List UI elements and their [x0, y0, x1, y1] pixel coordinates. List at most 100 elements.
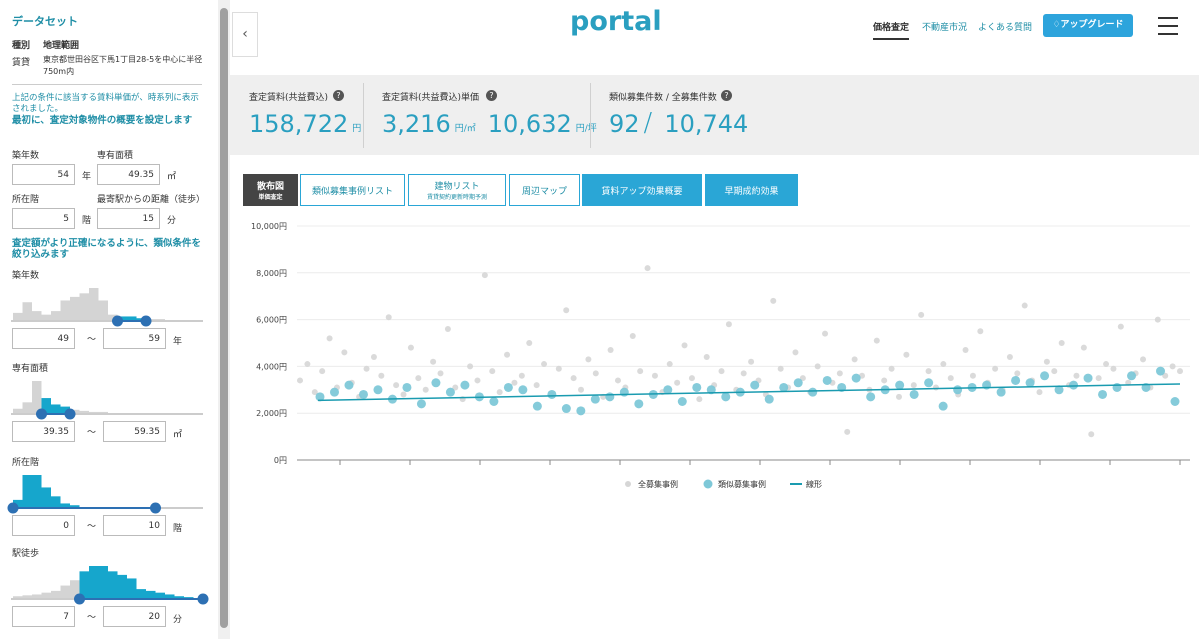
input[interactable]: 7: [12, 606, 75, 627]
point: [547, 389, 557, 399]
point: [1054, 385, 1064, 395]
point: [1036, 389, 1043, 396]
separator: 〜: [87, 428, 97, 438]
point: [378, 372, 385, 379]
input[interactable]: 59.35: [103, 421, 166, 442]
nav-link[interactable]: 価格査定: [873, 20, 910, 40]
input[interactable]: 54: [12, 164, 75, 185]
point: [430, 358, 437, 365]
input[interactable]: 10: [103, 515, 166, 536]
point: [563, 307, 570, 314]
point: [570, 375, 577, 382]
point: [992, 365, 999, 372]
histogram-bar: [165, 594, 175, 598]
legend-label: 全募集事例: [638, 479, 678, 489]
point: [866, 392, 876, 402]
nav-link[interactable]: よくある質問: [978, 23, 1033, 33]
y-tick-label: 4,000円: [256, 362, 287, 371]
field-label: 所在階: [12, 195, 40, 205]
legend-swatch: [625, 481, 631, 487]
point: [844, 428, 851, 435]
tab-label[interactable]: 周辺マップ: [521, 186, 567, 197]
point: [688, 375, 695, 382]
histogram-bar: [79, 571, 89, 598]
histogram[interactable]: [0, 467, 218, 519]
input[interactable]: 0: [12, 515, 75, 536]
tab-label[interactable]: 早期成約効果: [724, 186, 779, 197]
histogram[interactable]: [0, 280, 218, 332]
point: [895, 380, 905, 390]
point: [315, 392, 325, 402]
help-icon[interactable]: ?: [333, 90, 344, 101]
point: [1080, 344, 1087, 351]
tab[interactable]: 建物リスト賃貸契約更新時期予測: [408, 174, 506, 206]
tab[interactable]: 賃料アップ効果概要: [582, 174, 702, 206]
tab[interactable]: 散布図 単価査定: [243, 174, 298, 206]
logo[interactable]: portal: [570, 6, 662, 37]
unit: 階: [82, 216, 92, 226]
histogram[interactable]: [0, 558, 218, 610]
tab-label[interactable]: 単価査定: [258, 194, 283, 201]
point: [489, 368, 496, 375]
point: [304, 361, 311, 368]
point: [1069, 380, 1079, 390]
point: [777, 365, 784, 372]
point: [903, 351, 910, 358]
nav-link[interactable]: 不動産市況: [922, 23, 968, 33]
tab[interactable]: 周辺マップ: [509, 174, 580, 206]
point: [940, 361, 947, 368]
point: [1098, 389, 1108, 399]
point: [1073, 372, 1080, 379]
point: [541, 361, 548, 368]
point: [370, 354, 377, 361]
tab-label[interactable]: 散布図: [256, 182, 284, 192]
tab-label[interactable]: 類似募集事例リスト: [311, 186, 393, 197]
histogram-bar: [98, 300, 108, 320]
tab-label[interactable]: 建物リスト: [434, 182, 480, 192]
stat-label: 類似募集件数 / 全募集件数: [609, 93, 717, 103]
point: [1058, 340, 1065, 346]
stat-unit: 円/坪: [575, 124, 597, 134]
filter-label: 駅徒歩: [12, 549, 40, 559]
input[interactable]: 49.35: [97, 164, 160, 185]
point: [532, 401, 542, 411]
slider-handle: [112, 315, 123, 327]
histogram-bar: [136, 589, 146, 598]
input[interactable]: 5: [12, 208, 75, 229]
collapse-button[interactable]: ‹: [232, 12, 258, 57]
menu-button[interactable]: [1158, 17, 1178, 35]
point: [969, 372, 976, 379]
help-icon[interactable]: ?: [721, 90, 732, 101]
point: [1011, 375, 1021, 385]
point: [977, 328, 984, 335]
input[interactable]: 39.35: [12, 421, 75, 442]
help-icon[interactable]: ?: [486, 90, 497, 101]
upgrade-button[interactable]: ♢アップグレード: [1043, 14, 1133, 37]
tab-label[interactable]: 賃貸契約更新時期予測: [426, 194, 487, 201]
tab[interactable]: 類似募集事例リスト: [300, 174, 405, 206]
point: [822, 375, 832, 385]
tab[interactable]: 早期成約効果: [705, 174, 798, 206]
point: [489, 397, 499, 406]
scrollbar[interactable]: [218, 0, 230, 639]
point: [592, 370, 599, 377]
histogram-bar: [70, 505, 80, 507]
point: [481, 272, 488, 279]
histogram[interactable]: [0, 373, 218, 425]
y-tick-label: 8,000円: [256, 269, 287, 278]
point: [677, 397, 687, 406]
input[interactable]: 49: [12, 328, 75, 349]
histogram-bar: [22, 475, 32, 507]
tab-label[interactable]: 賃料アップ効果概要: [601, 186, 683, 197]
point: [674, 379, 681, 386]
button-label[interactable]: アップグレード: [1060, 20, 1124, 30]
input[interactable]: 20: [103, 606, 166, 627]
input[interactable]: 15: [97, 208, 160, 229]
point: [341, 349, 348, 356]
point: [947, 375, 954, 382]
point: [924, 378, 934, 388]
histogram-bar: [13, 408, 23, 413]
point: [385, 314, 392, 321]
input[interactable]: 59: [103, 328, 166, 349]
point: [1110, 365, 1117, 372]
